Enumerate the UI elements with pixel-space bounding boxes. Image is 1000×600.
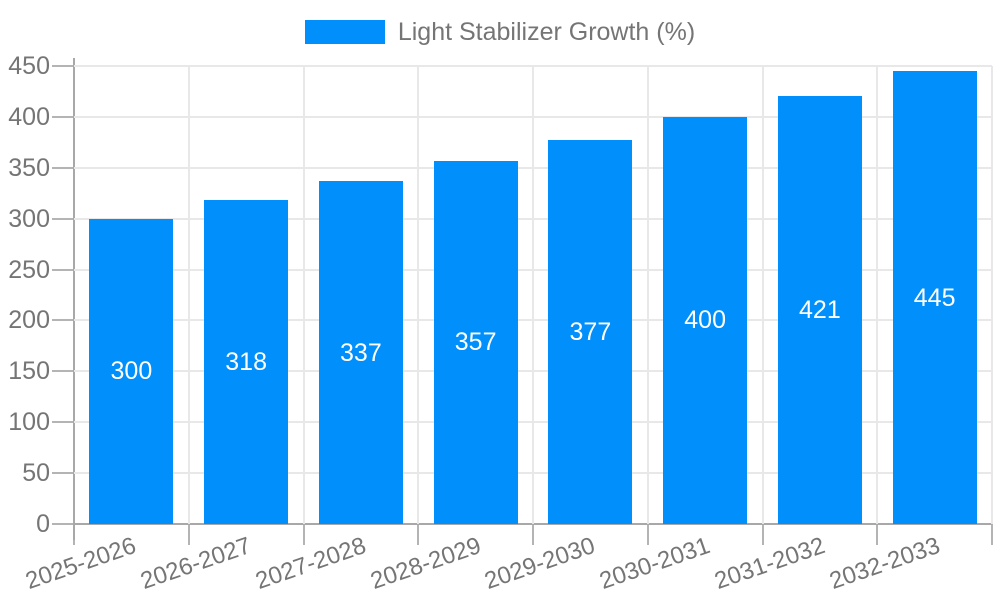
y-axis-label: 300 bbox=[8, 204, 50, 233]
x-axis-tick bbox=[991, 524, 993, 545]
bar-value-label: 318 bbox=[225, 348, 267, 377]
y-axis-tick bbox=[52, 65, 74, 67]
bar-2027-2028[interactable]: 337 bbox=[318, 181, 403, 524]
legend: Light Stabilizer Growth (%) bbox=[0, 16, 1000, 48]
y-axis-tick bbox=[52, 268, 74, 271]
bar-value-label: 445 bbox=[913, 283, 956, 312]
y-axis-tick bbox=[52, 166, 74, 169]
bar-2025-2026[interactable]: 300 bbox=[89, 218, 174, 524]
bar-value-label: 357 bbox=[454, 328, 497, 357]
y-axis-tick bbox=[52, 370, 74, 373]
bar-2029-2030[interactable]: 377 bbox=[548, 140, 633, 524]
y-axis-label: 50 bbox=[22, 459, 50, 488]
x-gridline bbox=[302, 66, 305, 524]
y-axis-label: 100 bbox=[8, 408, 50, 437]
x-axis-line bbox=[74, 523, 992, 525]
bar-value-label: 300 bbox=[110, 357, 153, 386]
x-axis-tick bbox=[187, 524, 190, 545]
x-axis-tick bbox=[876, 524, 879, 545]
bar-value-label: 400 bbox=[684, 306, 726, 335]
x-axis-tick bbox=[646, 524, 649, 545]
x-gridline bbox=[417, 66, 420, 524]
x-gridline bbox=[991, 66, 993, 524]
bar-2030-2031[interactable]: 400 bbox=[663, 116, 748, 524]
legend-item[interactable]: Light Stabilizer Growth (%) bbox=[304, 17, 696, 47]
bar-2031-2032[interactable]: 421 bbox=[777, 95, 862, 524]
x-gridline bbox=[761, 66, 764, 524]
bar-2026-2027[interactable]: 318 bbox=[204, 200, 289, 524]
x-gridline bbox=[187, 66, 190, 524]
y-axis-label: 350 bbox=[8, 153, 50, 182]
legend-swatch bbox=[304, 20, 385, 44]
y-axis-label: 400 bbox=[8, 102, 50, 131]
y-axis-tick bbox=[52, 319, 74, 322]
y-axis-label: 150 bbox=[8, 357, 50, 386]
y-axis-label: 0 bbox=[36, 510, 50, 538]
y-axis-tick bbox=[52, 472, 74, 475]
y-axis-label: 250 bbox=[8, 255, 50, 284]
bar-value-label: 337 bbox=[340, 338, 382, 367]
y-axis-tick bbox=[52, 115, 74, 118]
bar-2032-2033[interactable]: 445 bbox=[892, 71, 977, 524]
y-axis-label: 200 bbox=[8, 306, 50, 335]
y-axis-tick bbox=[52, 421, 74, 424]
x-gridline bbox=[532, 66, 534, 524]
x-gridline bbox=[876, 66, 879, 524]
x-axis-tick bbox=[532, 524, 534, 545]
x-gridline bbox=[646, 66, 649, 524]
x-axis-tick bbox=[761, 524, 764, 545]
bar-value-label: 377 bbox=[569, 318, 612, 347]
plot-area: 300 318 337 357 377 400 421 445 bbox=[74, 65, 993, 524]
bar-value-label: 421 bbox=[799, 295, 841, 324]
y-axis-label: 450 bbox=[8, 52, 50, 80]
x-axis-tick bbox=[302, 524, 305, 545]
y-axis-tick bbox=[52, 217, 74, 220]
legend-label: Light Stabilizer Growth (%) bbox=[397, 17, 696, 46]
x-axis-tick bbox=[417, 524, 420, 545]
y-axis-tick bbox=[52, 523, 74, 525]
y-axis-line bbox=[73, 58, 75, 540]
bar-2028-2029[interactable]: 357 bbox=[433, 160, 518, 524]
